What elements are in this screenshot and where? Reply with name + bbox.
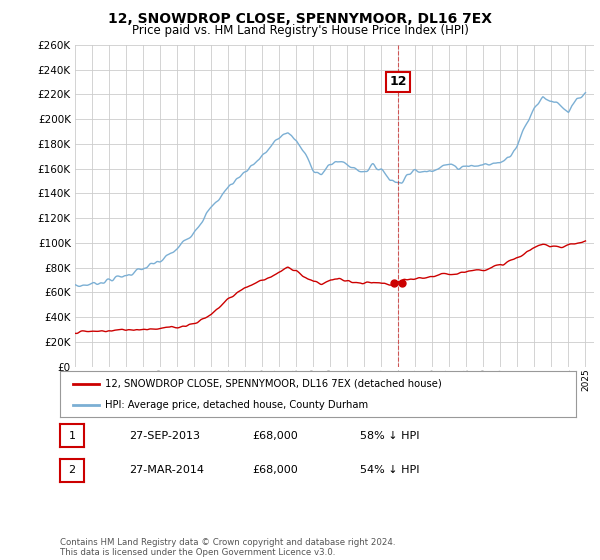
Text: £68,000: £68,000 [252,431,298,441]
Text: 12, SNOWDROP CLOSE, SPENNYMOOR, DL16 7EX (detached house): 12, SNOWDROP CLOSE, SPENNYMOOR, DL16 7EX… [106,379,442,389]
Text: Contains HM Land Registry data © Crown copyright and database right 2024.
This d: Contains HM Land Registry data © Crown c… [60,538,395,557]
Text: 2: 2 [68,465,76,475]
Text: £68,000: £68,000 [252,465,298,475]
Text: Price paid vs. HM Land Registry's House Price Index (HPI): Price paid vs. HM Land Registry's House … [131,24,469,36]
Text: HPI: Average price, detached house, County Durham: HPI: Average price, detached house, Coun… [106,400,368,410]
Text: 27-MAR-2014: 27-MAR-2014 [129,465,204,475]
Text: 1: 1 [68,431,76,441]
Text: 58% ↓ HPI: 58% ↓ HPI [360,431,419,441]
Text: 54% ↓ HPI: 54% ↓ HPI [360,465,419,475]
Text: 12, SNOWDROP CLOSE, SPENNYMOOR, DL16 7EX: 12, SNOWDROP CLOSE, SPENNYMOOR, DL16 7EX [108,12,492,26]
Text: 27-SEP-2013: 27-SEP-2013 [129,431,200,441]
Text: 12: 12 [389,76,407,88]
